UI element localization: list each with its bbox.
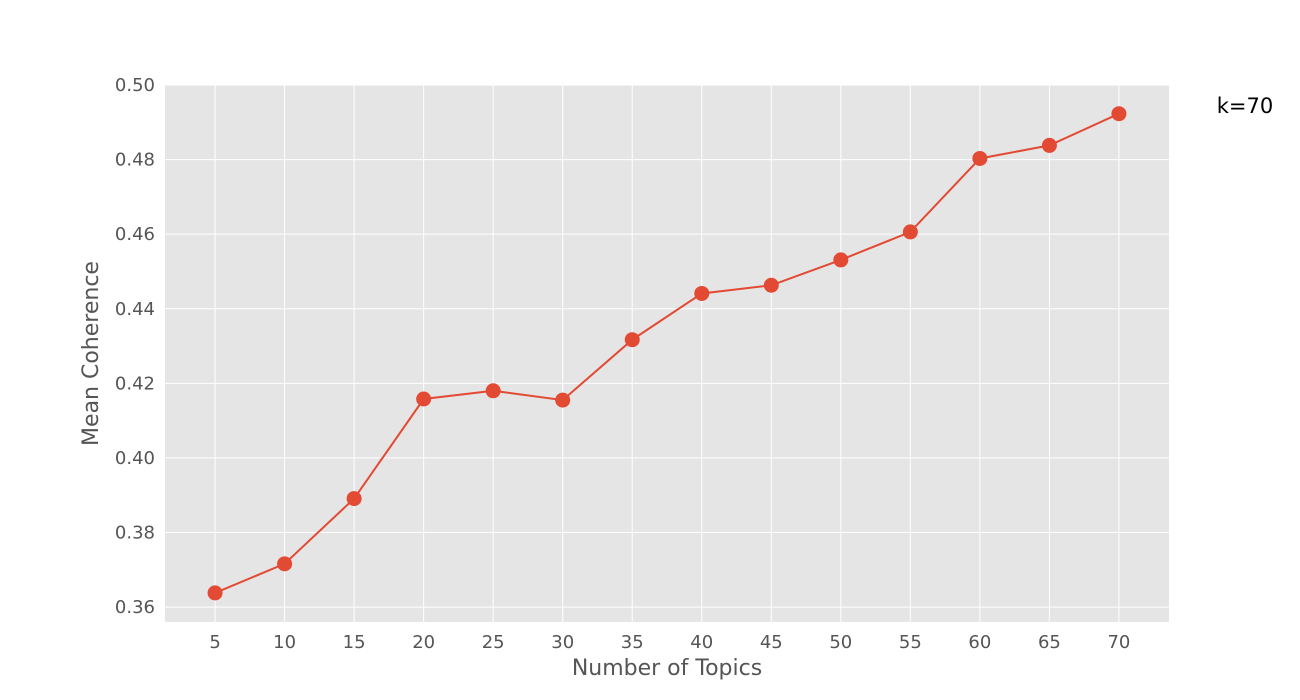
y-tick-label: 0.38: [115, 523, 155, 544]
data-point: [833, 252, 849, 268]
data-point: [763, 277, 779, 293]
x-tick-labels: 5 10 15 20 25 30 35 40 45 50 55 60 65 70: [209, 632, 1130, 653]
data-point: [624, 332, 640, 348]
x-tick-label: 25: [482, 632, 505, 653]
series-layer: [207, 106, 1127, 601]
data-point: [902, 224, 918, 240]
x-tick-label: 50: [829, 632, 852, 653]
x-tick-label: 35: [621, 632, 644, 653]
data-point: [485, 383, 501, 399]
x-tick-label: 30: [551, 632, 574, 653]
y-tick-label: 0.44: [115, 299, 155, 320]
data-point: [416, 391, 432, 407]
y-tick-label: 0.42: [115, 373, 155, 394]
y-tick-label: 0.36: [115, 597, 155, 618]
y-tick-label: 0.50: [115, 75, 155, 96]
y-tick-labels: 0.36 0.38 0.40 0.42 0.44 0.46 0.48 0.50: [115, 75, 155, 618]
y-axis-label: Mean Coherence: [79, 261, 104, 446]
x-tick-label: 10: [273, 632, 296, 653]
x-tick-label: 15: [343, 632, 366, 653]
series-line: [214, 112, 1120, 594]
y-tick-label: 0.40: [115, 448, 155, 469]
grid: [165, 84, 1169, 622]
plot-area: [165, 85, 1169, 622]
x-tick-label: 5: [209, 632, 220, 653]
data-point: [207, 585, 223, 601]
x-tick-label: 20: [412, 632, 435, 653]
x-tick-label: 60: [968, 632, 991, 653]
y-tick-label: 0.48: [115, 150, 155, 171]
data-point: [1041, 137, 1057, 153]
x-tick-label: 70: [1107, 632, 1130, 653]
x-axis-label: Number of Topics: [572, 656, 762, 681]
x-tick-label: 40: [690, 632, 713, 653]
data-point: [1111, 106, 1127, 122]
data-point: [972, 150, 988, 166]
data-point: [346, 491, 362, 507]
k-annotation: k=70: [1217, 94, 1273, 118]
x-tick-label: 45: [760, 632, 783, 653]
x-tick-label: 55: [899, 632, 922, 653]
x-tick-label: 65: [1038, 632, 1061, 653]
data-point: [277, 556, 293, 572]
y-tick-label: 0.46: [115, 224, 155, 245]
data-point: [555, 392, 571, 408]
data-point: [694, 285, 710, 301]
